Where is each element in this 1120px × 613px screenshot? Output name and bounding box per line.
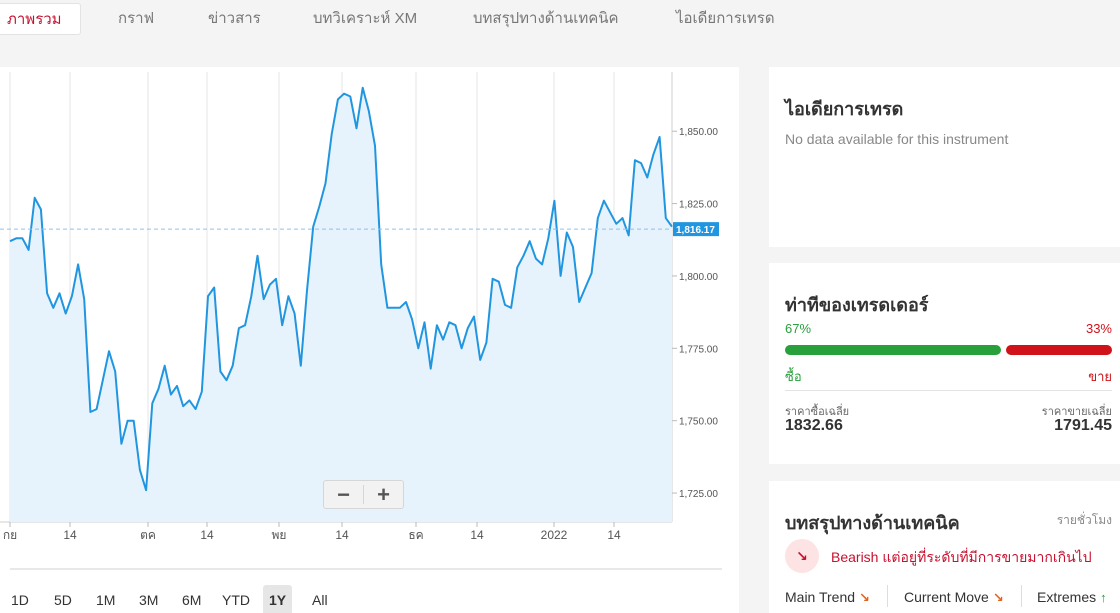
x-tick-label: กย xyxy=(3,528,17,542)
current-price-badge xyxy=(673,222,719,237)
trend-divider xyxy=(887,585,888,607)
x-tick-label: 14 xyxy=(470,528,484,542)
y-tick-label: 1,725.00 xyxy=(679,489,718,500)
series-area xyxy=(10,87,672,523)
y-tick-label: 1,850.00 xyxy=(679,127,718,138)
buy-label: ซื้อ xyxy=(785,369,802,384)
x-tick-label: 2022 xyxy=(541,528,568,542)
y-tick-label: 1,775.00 xyxy=(679,344,718,355)
technical-summary-card: บทสรุปทางด้านเทคนิค รายชั่วโมง ↘ Bearish… xyxy=(769,481,1120,613)
trade-ideas-title: ไอเดียการเทรด xyxy=(785,99,904,119)
signal-text: Bearish แต่อยู่ที่ระดับที่มีการขายมากเกิ… xyxy=(831,549,1092,565)
y-tick-label: 1,750.00 xyxy=(679,417,718,428)
buy-sentiment-bar xyxy=(785,345,1001,355)
price-chart-panel: 1,850.00 1,825.00 1,800.00 1,775.00 1,750.00… xyxy=(0,67,739,613)
x-tick-label: 14 xyxy=(63,528,77,542)
extremes-label: Extremes xyxy=(1037,589,1097,605)
range-1m-button[interactable]: 1M xyxy=(96,592,116,608)
sell-sentiment-bar xyxy=(1006,345,1112,355)
range-5d-button[interactable]: 5D xyxy=(54,592,72,608)
time-range-selector: 1D 5D 1M 3M 6M YTD 1Y All xyxy=(0,585,739,613)
timeframe-label[interactable]: รายชั่วโมง xyxy=(1056,513,1112,527)
range-1d-button[interactable]: 1D xyxy=(11,592,29,608)
y-tick-label: 1,825.00 xyxy=(679,200,718,211)
trader-sentiment-card: ท่าทีของเทรดเดอร์ 67% 33% ซื้อ ขาย ราคาซ… xyxy=(769,263,1120,464)
instrument-tabs: ภาพรวม กราฟ ข่าวสาร บทวิเคราะห์ XM บทสรุ… xyxy=(0,0,1120,40)
range-1y-button[interactable]: 1Y xyxy=(263,585,293,613)
arrow-down-right-icon: ↘ xyxy=(859,590,870,605)
main-trend-label: Main Trend xyxy=(785,589,856,605)
series-line xyxy=(9,86,673,492)
buy-percentage: 67% xyxy=(785,321,812,336)
range-all-button[interactable]: All xyxy=(312,592,328,608)
current-move-item: Current Move ↘ xyxy=(904,589,1004,606)
range-ytd-button[interactable]: YTD xyxy=(222,592,250,608)
extremes-item: Extremes ↑ xyxy=(1037,589,1107,605)
no-data-message: No data available for this instrument xyxy=(785,131,1009,147)
tab-technical-summary[interactable]: บทสรุปทางด้านเทคนิค xyxy=(473,10,619,27)
avg-sell-price-value: 1791.45 xyxy=(1054,417,1112,434)
x-tick-label: พย xyxy=(272,528,287,542)
main-trend-item: Main Trend ↘ xyxy=(785,589,870,606)
sell-label: ขาย xyxy=(1088,369,1112,384)
range-3m-button[interactable]: 3M xyxy=(139,592,159,608)
arrow-down-right-icon: ↘ xyxy=(992,590,1004,605)
zoom-controls: − + xyxy=(323,480,404,509)
x-tick-label: 14 xyxy=(607,528,621,542)
tab-trade-ideas[interactable]: ไอเดียการเทรด xyxy=(676,10,775,27)
x-tick-label: ตค xyxy=(140,528,156,542)
sentiment-divider xyxy=(785,390,1112,391)
tab-xm-analysis[interactable]: บทวิเคราะห์ XM xyxy=(313,10,418,27)
x-tick-label: 14 xyxy=(200,528,214,542)
sell-percentage: 33% xyxy=(1085,321,1112,336)
avg-buy-price-label: ราคาซื้อเฉลี่ย xyxy=(785,406,850,418)
tab-news[interactable]: ข่าวสาร xyxy=(208,10,261,27)
avg-buy-price-value: 1832.66 xyxy=(785,417,843,434)
zoom-out-button[interactable]: − xyxy=(337,481,350,507)
price-chart[interactable]: 1,850.00 1,825.00 1,800.00 1,775.00 1,750.00… xyxy=(0,67,739,572)
arrow-down-right-icon: ↘ xyxy=(785,539,819,573)
y-tick-label: 1,800.00 xyxy=(679,272,718,283)
zoom-in-button[interactable]: + xyxy=(377,481,390,507)
sentiment-title: ท่าทีของเทรดเดอร์ xyxy=(785,295,929,315)
x-tick-label: 14 xyxy=(335,528,349,542)
trend-divider xyxy=(1021,585,1022,607)
technical-summary-title: บทสรุปทางด้านเทคนิค xyxy=(785,513,960,533)
avg-sell-price-label: ราคาขายเฉลี่ย xyxy=(1041,406,1112,418)
current-move-label: Current Move xyxy=(904,589,989,605)
x-tick-label: ธค xyxy=(408,528,423,542)
tab-overview[interactable]: ภาพรวม xyxy=(0,3,81,35)
range-6m-button[interactable]: 6M xyxy=(182,592,202,608)
zoom-divider xyxy=(363,485,364,504)
trade-ideas-card: ไอเดียการเทรด No data available for this… xyxy=(769,67,1120,247)
current-price-label: 1,816.17 xyxy=(676,225,715,236)
tab-chart[interactable]: กราฟ xyxy=(118,10,155,27)
arrow-up-icon: ↑ xyxy=(1100,590,1107,605)
